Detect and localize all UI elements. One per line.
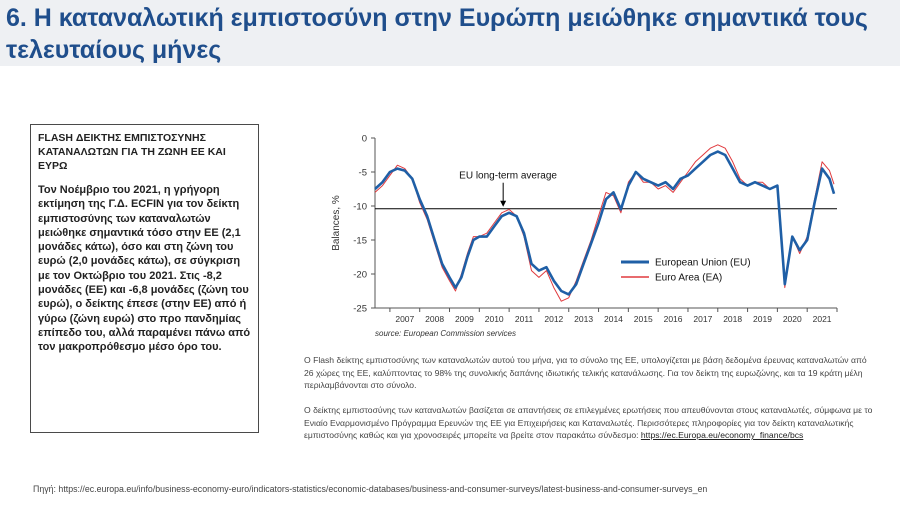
y-tick-label: -15 xyxy=(353,236,367,247)
ea-series-line xyxy=(374,144,835,302)
x-tick-label: 2019 xyxy=(753,314,772,324)
caption-paragraph-2-text: Ο δείκτης εμπιστοσύνης των καταναλωτών β… xyxy=(304,405,873,441)
y-axis-label: Balances, % xyxy=(331,195,342,251)
source-note: Πηγή: https://ec.europa.eu/info/business… xyxy=(33,484,708,494)
chart-svg: 0 -5 -10 -15 -20 -25 Balances, % 2007 2008 2009 20… xyxy=(331,134,838,338)
legend-ea-label: Euro Area (EA) xyxy=(655,273,722,284)
header-band xyxy=(0,0,900,66)
x-tick-label: 2020 xyxy=(783,314,802,324)
annotation-label: EU long-term average xyxy=(459,171,557,182)
info-box-body: Τον Νοέμβριο του 2021, η γρήγορη εκτίμησ… xyxy=(38,184,251,354)
confidence-chart: 0 -5 -10 -15 -20 -25 Balances, % 2007 2008 2009 20… xyxy=(303,128,843,344)
x-tick-label: 2012 xyxy=(544,314,563,324)
x-tick-label: 2010 xyxy=(485,314,504,324)
y-tick-label: -5 xyxy=(359,168,367,179)
legend-eu-label: European Union (EU) xyxy=(655,258,751,269)
caption-paragraph-1: Ο Flash δείκτης εμπιστοσύνης των καταναλ… xyxy=(304,355,867,391)
x-tick-label: 2017 xyxy=(693,314,712,324)
annotation-arrow-head xyxy=(500,200,507,207)
info-box-heading: FLASH ΔΕΙΚΤΗΣ ΕΜΠΙΣΤΟΣΥΝΗΣ ΚΑΤΑΝΑΛΩΤΩΝ Γ… xyxy=(38,132,226,172)
info-box: FLASH ΔΕΙΚΤΗΣ ΕΜΠΙΣΤΟΣΥΝΗΣ ΚΑΤΑΝΑΛΩΤΩΝ Γ… xyxy=(30,124,259,433)
x-tick-label: 2016 xyxy=(664,314,683,324)
x-tick-label: 2007 xyxy=(395,314,414,324)
x-tick-label: 2009 xyxy=(455,314,474,324)
x-tick-label: 2014 xyxy=(604,314,623,324)
y-tick-label: -10 xyxy=(353,202,367,213)
x-tick-label: 2011 xyxy=(515,314,534,324)
y-tick-label: -25 xyxy=(353,304,367,315)
x-tick-label: 2018 xyxy=(723,314,742,324)
y-tick-label: 0 xyxy=(362,134,367,145)
x-tick-label: 2015 xyxy=(634,314,653,324)
bcs-link[interactable]: https://ec.Europa.eu/economy_finance/bcs xyxy=(640,430,804,441)
slide-title: 6. Η καταναλωτική εμπιστοσύνη στην Ευρώπ… xyxy=(6,4,868,64)
x-tick-label: 2008 xyxy=(425,314,444,324)
x-tick-label: 2021 xyxy=(813,314,832,324)
y-tick-label: -20 xyxy=(353,270,367,281)
eu-series-line xyxy=(374,150,836,296)
caption-paragraph-2: Ο δείκτης εμπιστοσύνης των καταναλωτών β… xyxy=(304,404,874,442)
x-tick-label: 2013 xyxy=(574,314,593,324)
chart-source-note: source: European Commission services xyxy=(375,329,516,338)
